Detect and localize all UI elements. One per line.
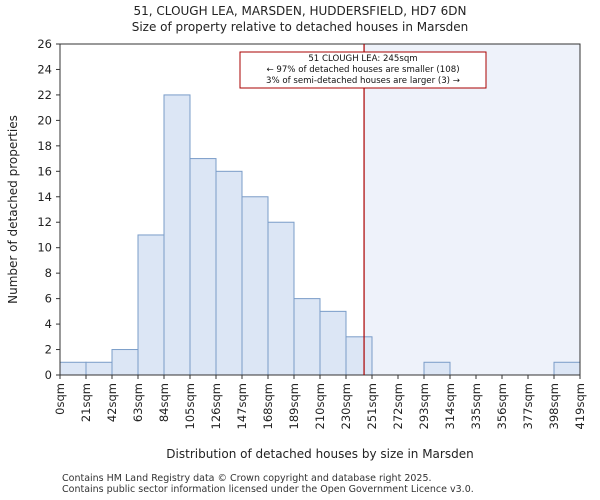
x-tick-label: 230sqm [339,383,353,429]
y-tick-label: 12 [37,215,52,229]
x-tick-label: 63sqm [131,383,145,422]
x-tick-label: 168sqm [261,383,275,429]
x-tick-label: 293sqm [417,383,431,429]
bar-63sqm [137,234,165,376]
x-tick-label: 377sqm [521,383,535,429]
y-tick-label: 18 [37,139,52,153]
bar-21sqm [85,361,113,376]
y-tick-label: 2 [45,343,52,357]
x-tick-label: 272sqm [391,383,405,429]
annotation-line-1: 51 CLOUGH LEA: 245sqm [308,54,417,64]
x-tick-label: 251sqm [365,383,379,429]
x-tick-label: 105sqm [183,383,197,429]
bar-168sqm [267,221,295,376]
bar-210sqm [319,310,347,376]
x-tick-label: 147sqm [235,383,249,429]
x-axis-label: Distribution of detached houses by size … [166,447,473,461]
bar-189sqm [293,298,321,376]
x-tick-label: 356sqm [495,383,509,429]
bar-84sqm [163,94,191,376]
y-tick-label: 20 [37,113,52,127]
y-tick-label: 8 [45,266,52,280]
y-tick-label: 14 [37,190,52,204]
x-tick-label: 21sqm [79,383,93,422]
bar-42sqm [111,349,139,376]
bar-230sqm [345,336,373,376]
bar-126sqm [215,170,243,376]
y-axis-label: Number of detached properties [6,115,20,304]
y-tick-label: 16 [37,164,52,178]
bar-0sqm [59,361,87,376]
bar-147sqm [241,196,269,376]
x-tick-label: 210sqm [313,383,327,429]
x-tick-label: 42sqm [105,383,119,422]
x-tick-label: 419sqm [573,383,587,429]
x-tick-label: 0sqm [53,383,67,415]
x-tick-label: 126sqm [209,383,223,429]
x-tick-label: 335sqm [469,383,483,429]
x-tick-label: 84sqm [157,383,171,422]
annotation-line-3: 3% of semi-detached houses are larger (3… [266,76,460,86]
y-tick-label: 24 [37,62,52,76]
footer-copyright: Contains HM Land Registry data © Crown c… [62,473,432,484]
y-tick-label: 6 [45,292,52,306]
chart-subtitle: Size of property relative to detached ho… [131,20,469,34]
bar-398sqm [553,361,581,376]
bar-105sqm [189,158,217,376]
chart-title: 51, CLOUGH LEA, MARSDEN, HUDDERSFIELD, H… [133,4,467,18]
y-tick-label: 26 [37,37,52,51]
y-tick-label: 22 [37,88,52,102]
y-tick-label: 10 [37,241,52,255]
x-tick-label: 189sqm [287,383,301,429]
x-axis-ticks: 0sqm 21sqm 42sqm 63sqm 84sqm 105sqm 126sqm 147s… [53,375,587,429]
bars-group [59,94,581,376]
footer-licence: Contains public sector information licen… [62,484,474,495]
y-tick-label: 4 [45,317,52,331]
larger-region-highlight [364,44,580,375]
x-tick-label: 398sqm [547,383,561,429]
y-tick-label: 0 [45,368,52,382]
annotation-line-2: ← 97% of detached houses are smaller (10… [266,65,459,75]
bar-293sqm [423,361,451,376]
annotation-box [239,51,487,89]
x-tick-label: 314sqm [443,383,457,429]
